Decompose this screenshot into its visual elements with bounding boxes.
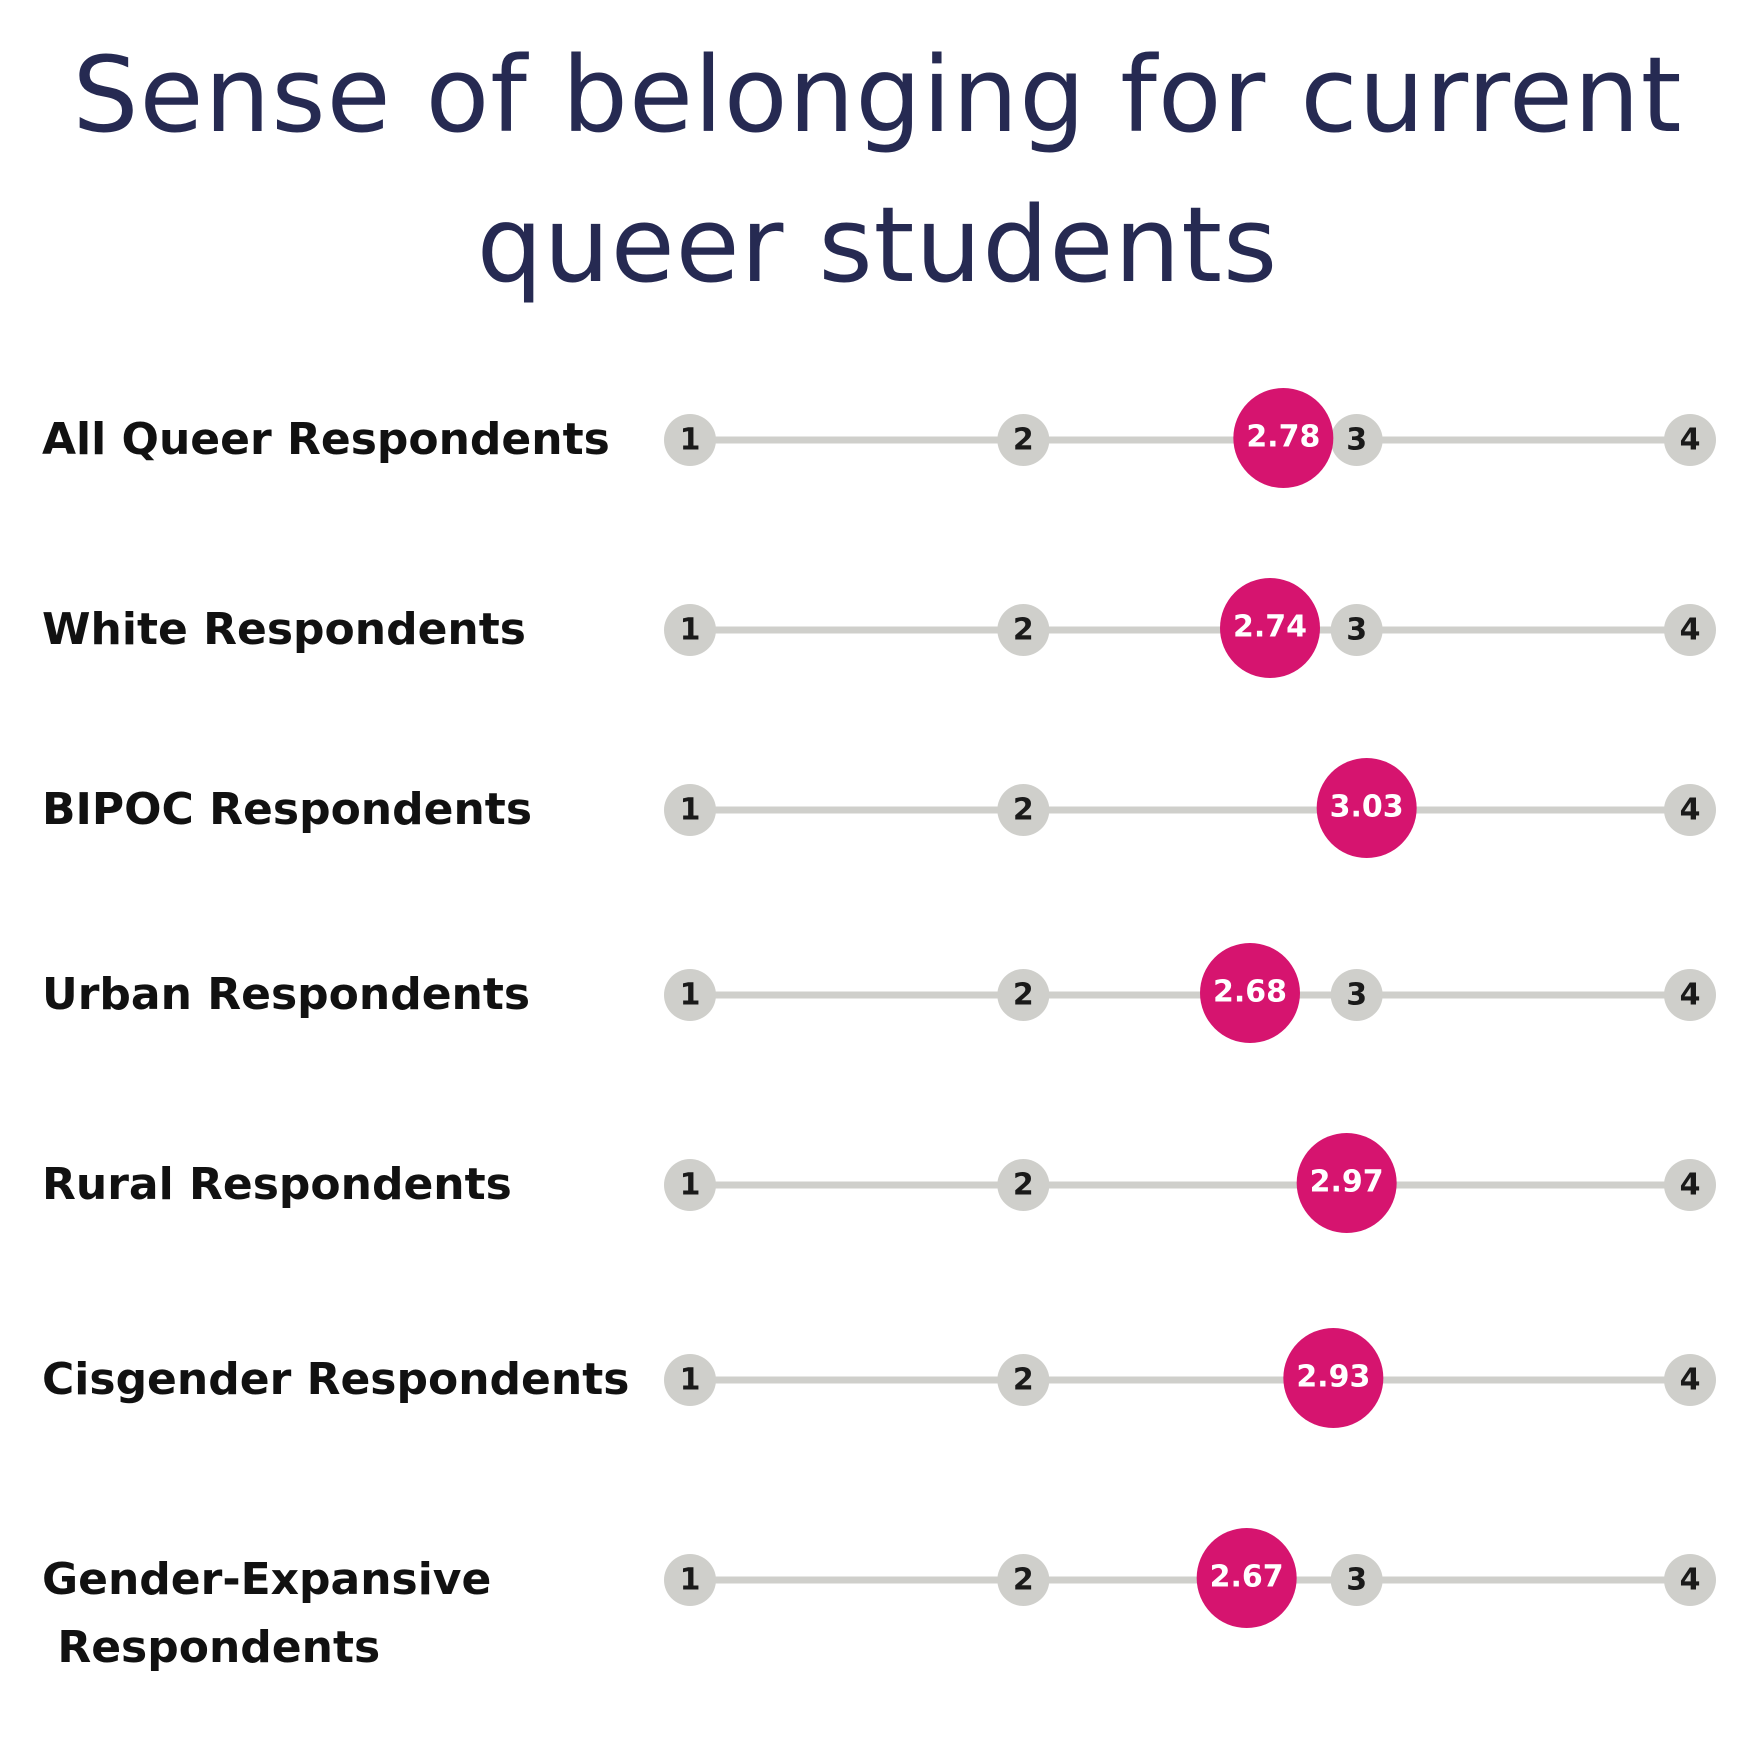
tick-label: 1 (680, 613, 701, 648)
row-label: Cisgender Respondents (42, 1354, 629, 1405)
tick-label: 4 (1680, 793, 1701, 828)
row-label: All Queer Respondents (42, 414, 610, 465)
value-marker (1283, 1328, 1384, 1428)
tick-label: 2 (1013, 978, 1034, 1013)
tick-label: 4 (1680, 423, 1701, 458)
tick-circle (664, 969, 716, 1021)
tick-circle (1664, 1159, 1716, 1211)
tick-circle (997, 784, 1050, 836)
chart-row: Urban Respondents 1 2 3 4 2.68 (42, 943, 1716, 1043)
row-label: Rural Respondents (42, 1159, 512, 1210)
tick-circle (1664, 414, 1716, 466)
tick-label: 4 (1680, 978, 1701, 1013)
tick-circle (664, 1554, 716, 1606)
value-marker (1233, 388, 1334, 488)
chart-row: White Respondents 1 2 3 4 2.74 (42, 578, 1716, 678)
chart-title-line-2: queer students (476, 184, 1279, 306)
tick-label: 2 (1013, 1563, 1034, 1598)
chart-row: BIPOC Respondents 1 2 4 3.03 (42, 758, 1716, 858)
row-label: BIPOC Respondents (42, 784, 532, 835)
value-label: 2.78 (1246, 420, 1320, 455)
tick-label: 4 (1680, 613, 1701, 648)
tick-circle (1664, 1554, 1716, 1606)
value-marker (1316, 758, 1417, 858)
tick-label: 3 (1346, 613, 1367, 648)
tick-circle (997, 1554, 1050, 1606)
tick-label: 3 (1346, 423, 1367, 458)
tick-circle (664, 604, 716, 656)
row-label: Respondents (42, 1622, 380, 1673)
tick-circle (664, 784, 716, 836)
chart-row: All Queer Respondents 1 2 3 4 2.78 (42, 388, 1716, 488)
tick-circle (1330, 604, 1383, 656)
tick-circle (664, 1159, 716, 1211)
tick-circle (997, 1159, 1050, 1211)
tick-circle (997, 969, 1050, 1021)
tick-circle (1330, 969, 1383, 1021)
row-label: Gender-Expansive (42, 1554, 491, 1605)
value-marker (1296, 1133, 1397, 1233)
tick-circle (1330, 1554, 1383, 1606)
tick-circle (997, 604, 1050, 656)
tick-circle (1664, 784, 1716, 836)
row-label: Urban Respondents (42, 969, 530, 1020)
tick-circle (1664, 969, 1716, 1021)
value-label: 2.93 (1296, 1360, 1370, 1395)
tick-label: 4 (1680, 1363, 1701, 1398)
tick-circle (997, 414, 1050, 466)
value-label: 2.74 (1233, 610, 1307, 645)
value-marker (1196, 1528, 1297, 1628)
chart-title-line-1: Sense of belonging for current (72, 34, 1683, 156)
row-label: White Respondents (42, 604, 526, 655)
tick-circle (664, 1354, 716, 1406)
tick-label: 2 (1013, 1168, 1034, 1203)
value-label: 2.67 (1210, 1560, 1284, 1595)
tick-label: 2 (1013, 1363, 1034, 1398)
tick-circle (997, 1354, 1050, 1406)
chart-row: Gender-Expansive Respondents 1 2 3 4 2.67 (42, 1528, 1716, 1673)
tick-label: 3 (1346, 1563, 1367, 1598)
tick-circle (1664, 1354, 1716, 1406)
tick-label: 1 (680, 1168, 701, 1203)
value-label: 2.97 (1310, 1165, 1384, 1200)
tick-label: 3 (1346, 978, 1367, 1013)
tick-label: 2 (1013, 793, 1034, 828)
tick-label: 4 (1680, 1563, 1701, 1598)
tick-circle (1664, 604, 1716, 656)
tick-label: 4 (1680, 1168, 1701, 1203)
tick-label: 1 (680, 1563, 701, 1598)
chart-title: Sense of belonging for current queer stu… (0, 20, 1755, 320)
value-marker (1200, 943, 1300, 1043)
value-label: 2.68 (1213, 975, 1287, 1010)
tick-circle (664, 414, 716, 466)
tick-label: 1 (680, 978, 701, 1013)
chart-row: Cisgender Respondents 1 2 4 2.93 (42, 1328, 1716, 1428)
tick-label: 2 (1013, 423, 1034, 458)
chart-row: Rural Respondents 1 2 4 2.97 (42, 1133, 1716, 1233)
value-marker (1220, 578, 1320, 678)
tick-circle (1330, 414, 1383, 466)
value-label: 3.03 (1330, 790, 1404, 825)
tick-label: 1 (680, 1363, 701, 1398)
tick-label: 2 (1013, 613, 1034, 648)
tick-label: 1 (680, 423, 701, 458)
tick-label: 1 (680, 793, 701, 828)
